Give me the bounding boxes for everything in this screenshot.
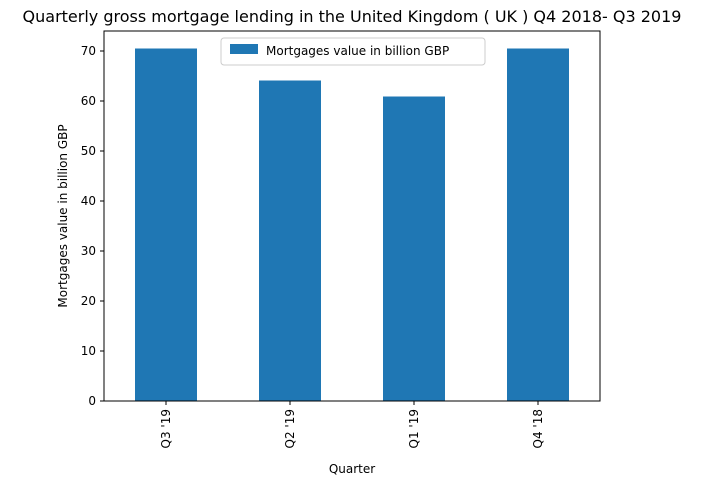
x-tick-label: Q2 '19: [283, 409, 297, 448]
legend-box: [220, 37, 486, 66]
legend-label: Mortgages value in billion GBP: [266, 44, 449, 58]
y-tick-label: 0: [88, 394, 96, 408]
plot-frame: [103, 30, 601, 402]
legend-swatch: [230, 44, 258, 54]
x-tick-label: Q1 '19: [407, 409, 421, 448]
y-tick-label: 30: [81, 244, 96, 258]
y-tick-label: 20: [81, 294, 96, 308]
chart-title: Quarterly gross mortgage lending in the …: [23, 7, 682, 26]
bar: [259, 80, 321, 401]
bar: [383, 96, 445, 401]
legend: Mortgages value in billion GBP: [220, 37, 486, 66]
y-tick-label: 70: [81, 44, 96, 58]
x-axis-title: Quarter: [329, 462, 375, 476]
y-tick-label: 10: [81, 344, 96, 358]
bar: [135, 48, 197, 401]
bar: [507, 48, 569, 401]
y-tick-label: 60: [81, 94, 96, 108]
x-tick-label: Q3 '19: [159, 409, 173, 448]
y-tick-label: 40: [81, 194, 96, 208]
x-axis: Q3 '19 Q2 '19 Q1 '19 Q4 '18: [159, 401, 545, 448]
bars-group: [135, 48, 569, 401]
x-tick-label: Q4 '18: [531, 409, 545, 448]
y-axis: 0 10 20 30 40 50 60 70: [81, 44, 104, 408]
y-tick-label: 50: [81, 144, 96, 158]
y-axis-title: Mortgages value in billion GBP: [56, 124, 70, 307]
